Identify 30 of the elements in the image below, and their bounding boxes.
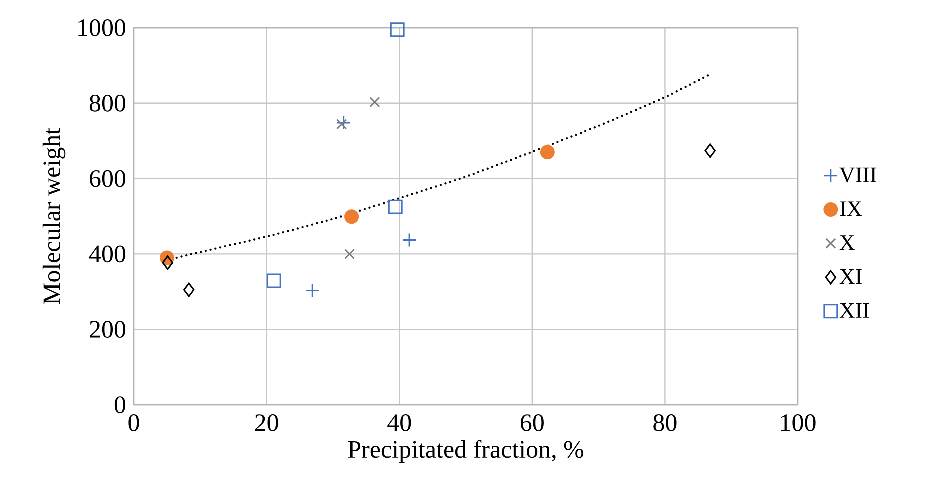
- point: [336, 119, 348, 130]
- y-axis-title: Molecular weight: [42, 128, 66, 304]
- point: [370, 96, 380, 108]
- point: [162, 256, 174, 270]
- y-tick-label: 1000: [78, 20, 126, 36]
- y-tick-label: 200: [90, 321, 126, 338]
- point: [704, 144, 716, 158]
- legend-label: VIII: [840, 168, 876, 183]
- legend-label: IX: [840, 202, 862, 216]
- x-tick-label: 100: [781, 414, 816, 432]
- point: [344, 210, 360, 224]
- x-tick-label: 20: [255, 414, 278, 432]
- legend-label: X: [840, 236, 855, 250]
- point: [540, 145, 555, 160]
- point: [344, 248, 356, 260]
- y-tick-label: 0: [114, 396, 126, 414]
- x-tick-label: 0: [128, 414, 140, 432]
- legend-label: XII: [840, 303, 870, 318]
- point: [266, 274, 282, 288]
- point: [390, 22, 405, 38]
- x-tick-label: 40: [388, 414, 412, 432]
- point: [184, 282, 195, 298]
- x-tick-label: 80: [654, 414, 677, 432]
- x-tick-label: 60: [520, 414, 544, 432]
- y-tick-label: 600: [90, 170, 126, 188]
- legend-label: XI: [840, 270, 862, 284]
- x-axis-title: Precipitated fraction, %: [348, 440, 584, 464]
- y-tick-label: 400: [89, 246, 126, 263]
- y-tick-label: 800: [90, 94, 126, 112]
- point: [388, 200, 403, 214]
